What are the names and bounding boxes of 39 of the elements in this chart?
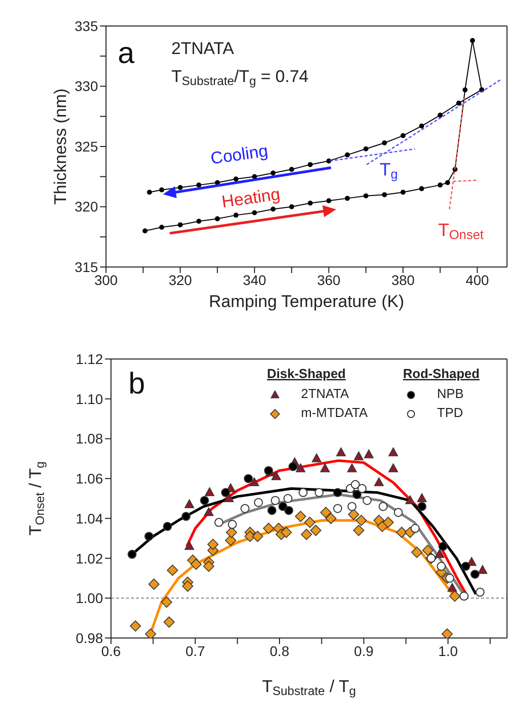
x-axis-title: Ramping Temperature (K)	[208, 292, 404, 312]
y-tick-label: 1.06	[76, 470, 104, 487]
legend-label: m-MTDATA	[301, 405, 368, 420]
y-tick-label: 1.02	[76, 550, 104, 566]
annotation: b	[128, 367, 146, 400]
x-tick-label: 340	[242, 272, 266, 288]
x-tick-label: 400	[466, 272, 490, 288]
annotation: T$_{g}$	[380, 159, 398, 182]
annotation: T$_{Substrate}$/T$_{g}$ = 0.74	[171, 67, 309, 88]
y-tick-label: 0.98	[76, 630, 104, 646]
annotation: Heating	[220, 185, 282, 212]
legend-label: 2TNATA	[301, 386, 350, 402]
annotation: Disk-Shaped	[267, 366, 346, 382]
y-tick-label: 1.10	[76, 390, 104, 407]
x-tick-label: 0.8	[270, 642, 290, 659]
y-tick-label: 1.08	[76, 430, 104, 447]
annotation: 2TNATA	[171, 40, 235, 59]
y-tick-label: 325	[74, 138, 98, 154]
annotation: a	[118, 36, 135, 70]
x-tick-label: 360	[317, 272, 341, 288]
y-tick-label: 330	[74, 78, 98, 94]
y-tick-label: 1.00	[76, 590, 104, 606]
x-tick-label: 380	[391, 272, 415, 288]
x-tick-label: 1.0	[438, 642, 458, 659]
y-tick-label: 1.12	[76, 350, 104, 367]
annotation: T$_{Onset}$	[438, 220, 484, 242]
legend-label: TPD	[437, 405, 463, 420]
annotation: Rod-Shaped	[403, 366, 480, 382]
y-tick-label: 320	[74, 198, 98, 215]
x-tick-label: 0.9	[354, 642, 374, 659]
x-tick-label: 0.6	[101, 642, 121, 659]
y-tick-label: 1.04	[76, 510, 104, 526]
annotation: Cooling	[210, 142, 270, 169]
y-tick-label: 335	[74, 18, 98, 34]
y-axis-title: Thickness (nm)	[51, 88, 70, 205]
x-tick-label: 0.7	[186, 642, 206, 659]
legend-label: NPB	[437, 386, 464, 402]
x-axis-title: T$_{Substrate}$ / T$_{g}$	[262, 677, 356, 698]
x-tick-label: 320	[168, 272, 192, 288]
